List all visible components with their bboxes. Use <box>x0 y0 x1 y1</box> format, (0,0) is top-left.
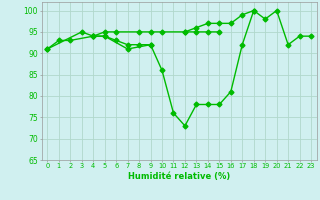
X-axis label: Humidité relative (%): Humidité relative (%) <box>128 172 230 181</box>
